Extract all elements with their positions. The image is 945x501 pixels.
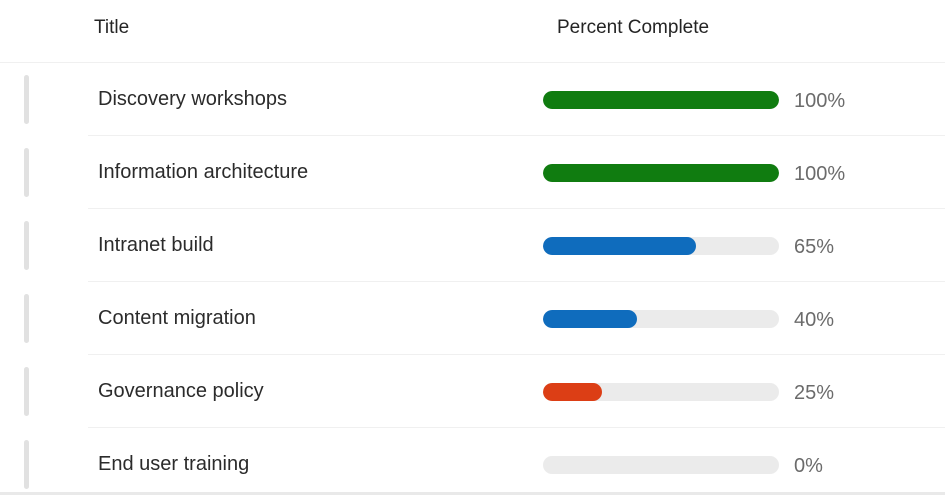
row-drag-handle[interactable] [24,367,29,416]
progress-bar [543,310,779,328]
row-divider [88,427,945,428]
list-row[interactable]: Governance policy 25% [0,355,945,428]
progress-bar-fill [543,310,638,328]
row-title[interactable]: Discovery workshops [98,88,287,110]
progress-bar-fill [543,237,697,255]
column-header-title[interactable]: Title [94,17,130,38]
row-divider [88,208,945,209]
row-drag-handle[interactable] [24,221,29,270]
row-title[interactable]: Content migration [98,307,256,329]
percent-complete-value: 65% [794,236,835,258]
list-rows: Discovery workshops 100% Information arc… [0,63,945,501]
row-drag-handle[interactable] [24,440,29,489]
percent-complete-value: 40% [794,309,835,331]
row-divider [88,281,945,282]
column-header-percent-complete[interactable]: Percent Complete [557,17,710,38]
row-drag-handle[interactable] [24,75,29,124]
list-row[interactable]: Information architecture 100% [0,136,945,209]
percent-complete-value: 100% [794,163,846,185]
progress-bar [543,456,779,474]
row-title[interactable]: Governance policy [98,380,264,402]
list-row[interactable]: Intranet build 65% [0,209,945,282]
progress-bar [543,383,779,401]
percent-complete-value: 0% [794,455,823,477]
progress-bar [543,237,779,255]
row-divider [88,135,945,136]
row-divider [88,354,945,355]
progress-bar-fill [543,383,602,401]
row-drag-handle[interactable] [24,294,29,343]
row-title[interactable]: Information architecture [98,161,309,183]
percent-complete-value: 25% [794,382,835,404]
progress-bar [543,91,779,109]
progress-bar-fill [543,91,779,109]
progress-bar-fill [543,164,779,182]
percent-complete-value: 100% [794,90,846,112]
progress-bar [543,164,779,182]
list-row[interactable]: Content migration 40% [0,282,945,355]
row-title[interactable]: End user training [98,453,250,475]
list-header: Title Percent Complete [0,0,945,63]
row-drag-handle[interactable] [24,148,29,197]
list-row[interactable]: End user training 0% [0,428,945,501]
list-row[interactable]: Discovery workshops 100% [0,63,945,136]
row-title[interactable]: Intranet build [98,234,214,256]
